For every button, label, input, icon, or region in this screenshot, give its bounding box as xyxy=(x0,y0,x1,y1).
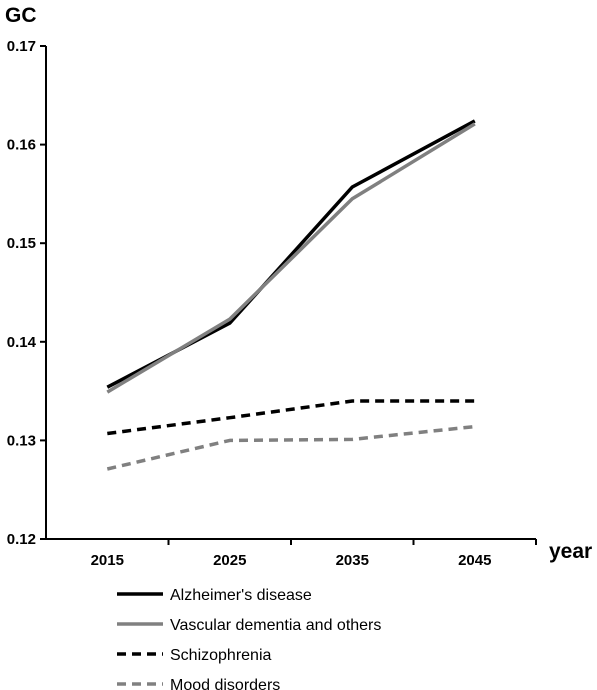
y-tick-label: 0.15 xyxy=(7,235,36,252)
y-tick-label: 0.13 xyxy=(7,432,36,449)
legend-label-1: Alzheimer's disease xyxy=(170,587,312,604)
legend: Alzheimer's disease Vascular dementia and… xyxy=(117,587,381,690)
series-line-4 xyxy=(106,424,475,471)
y-tick-label: 0.17 xyxy=(7,38,36,55)
series-lines xyxy=(106,119,476,471)
x-axis-title: year xyxy=(549,540,592,563)
legend-label-3: Schizophrenia xyxy=(170,647,272,664)
series-line-1 xyxy=(106,119,476,389)
x-tick-label: 2025 xyxy=(213,552,246,569)
series-line-2 xyxy=(106,122,476,394)
y-axis-title: GC xyxy=(5,4,37,27)
x-tick-label: 2045 xyxy=(458,552,491,569)
axes: 0.12 0.13 0.14 0.15 0.16 0.17 2015 2025 2035 2045 xyxy=(7,38,537,569)
series-line-3 xyxy=(107,399,475,436)
y-tick-label: 0.14 xyxy=(7,334,37,351)
x-tick-label: 2015 xyxy=(91,552,124,569)
x-tick-label: 2035 xyxy=(336,552,369,569)
legend-label-2: Vascular dementia and others xyxy=(170,617,381,634)
legend-label-4: Mood disorders xyxy=(170,677,280,690)
y-tick-label: 0.16 xyxy=(7,137,36,154)
y-tick-label: 0.12 xyxy=(7,531,36,548)
